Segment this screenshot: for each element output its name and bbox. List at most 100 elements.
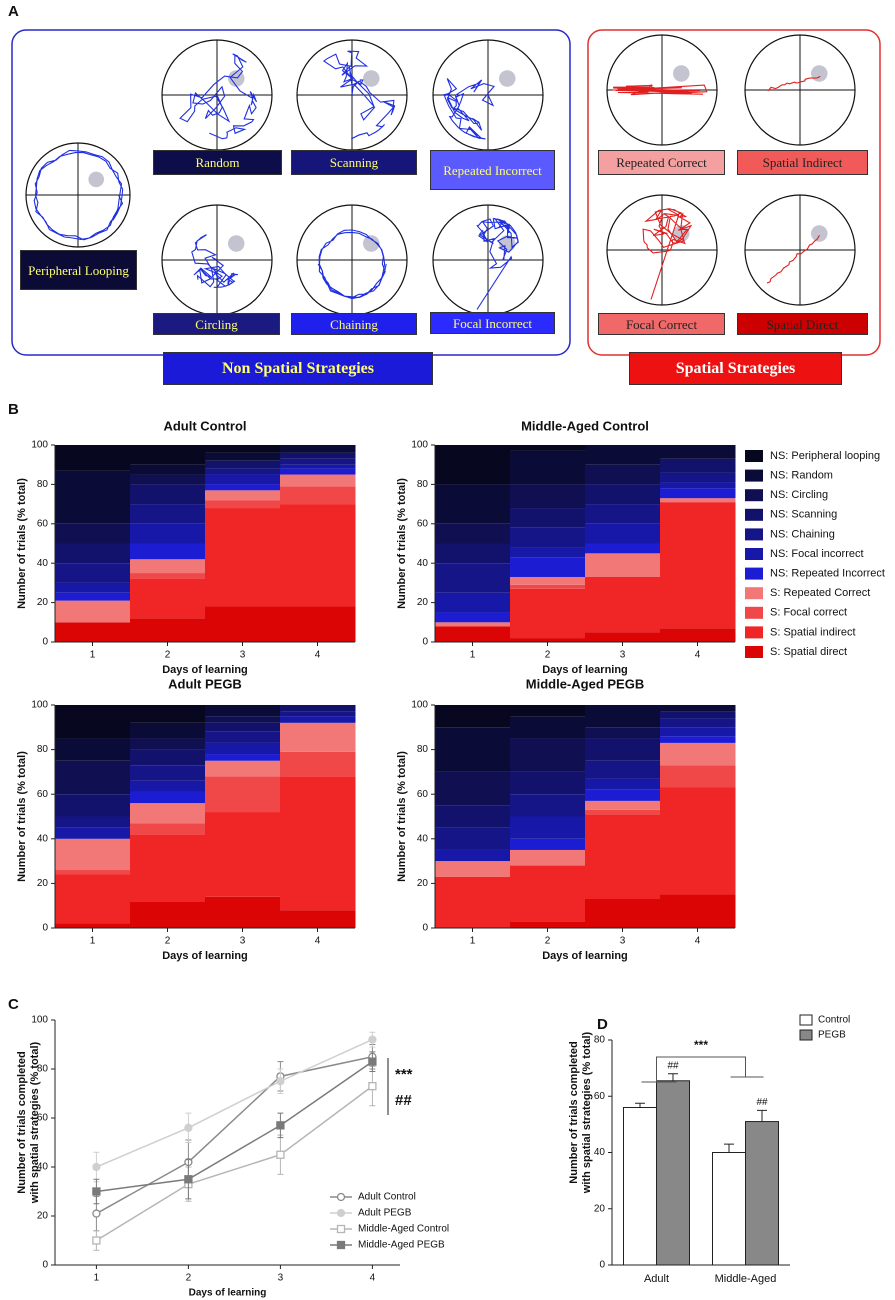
- legend-label: Control: [818, 1015, 850, 1026]
- bar-segment: [280, 716, 356, 723]
- bar-segment: [205, 731, 281, 743]
- platform: [88, 171, 104, 188]
- bar-segment: [435, 445, 511, 485]
- bar-segment: [205, 508, 281, 607]
- trajectory: [642, 208, 693, 300]
- marker: [92, 1162, 101, 1172]
- bar-segment: [585, 800, 661, 810]
- bar-segment: [280, 722, 356, 752]
- bar-segment: [130, 803, 206, 824]
- marker: [276, 1121, 285, 1130]
- x-tick-label: Middle-Aged: [715, 1273, 777, 1285]
- x-tick-label: 1: [94, 1273, 100, 1284]
- strategy-label: Peripheral Looping: [20, 250, 137, 290]
- y-axis-label: with spatial strategies (% total): [29, 1041, 41, 1204]
- y-tick-label: 20: [594, 1203, 606, 1214]
- bar-segment: [130, 705, 206, 723]
- y-tick-label: 0: [422, 637, 428, 648]
- strategy-label: Circling: [153, 313, 280, 335]
- strategy-label: Spatial Direct: [737, 313, 868, 335]
- bar-segment: [55, 600, 131, 623]
- strategy-label: Repeated Correct: [598, 150, 725, 175]
- x-tick-label: 3: [240, 936, 246, 947]
- legend-swatch: [745, 587, 763, 600]
- bar-segment: [280, 776, 356, 911]
- bar-segment: [55, 582, 131, 593]
- x-tick-label: 1: [90, 650, 96, 661]
- marker: [336, 1224, 346, 1234]
- bar-segment: [205, 742, 281, 755]
- x-axis-label: Days of learning: [189, 1288, 267, 1299]
- bar-segment: [510, 484, 586, 509]
- trajectory: [322, 50, 396, 140]
- y-tick-label: 40: [594, 1147, 606, 1158]
- bar-segment: [130, 559, 206, 574]
- bar-segment: [510, 638, 586, 642]
- bar-segment: [660, 498, 736, 503]
- bar-segment: [205, 760, 281, 777]
- y-tick-label: 60: [37, 1113, 49, 1124]
- bar-segment: [585, 543, 661, 554]
- bar-segment: [510, 921, 586, 928]
- bar-segment: [280, 606, 356, 642]
- bar-segment: [435, 612, 511, 623]
- bar-segment: [130, 484, 206, 505]
- legend-label: NS: Random: [770, 470, 833, 482]
- bar-segment: [55, 543, 131, 564]
- legend-swatch: [745, 548, 763, 560]
- y-tick-label: 40: [417, 833, 429, 844]
- bar-segment: [205, 812, 281, 897]
- trajectory: [766, 235, 820, 284]
- bar-segment: [585, 553, 661, 577]
- group-label: Spatial Strategies: [629, 352, 842, 385]
- trajectory: [179, 53, 258, 140]
- strategy-label: Spatial Indirect: [737, 150, 868, 175]
- bar-segment: [205, 452, 281, 461]
- x-tick-label: 4: [695, 936, 701, 947]
- bar-segment: [130, 834, 206, 902]
- bar-segment: [660, 787, 736, 895]
- legend-label: NS: Chaining: [770, 528, 835, 540]
- bar-segment: [660, 502, 736, 629]
- bar-segment: [55, 923, 131, 928]
- bar-segment: [585, 738, 661, 761]
- bar-segment: [130, 523, 206, 544]
- bar: [656, 1080, 690, 1266]
- series-line: [96, 1038, 373, 1168]
- bar-segment: [130, 749, 206, 766]
- bar-segment: [55, 838, 131, 871]
- error-bar: [635, 1102, 645, 1108]
- y-tick-label: 20: [417, 597, 429, 608]
- bar-segment: [660, 727, 736, 737]
- trajectory: [612, 83, 708, 96]
- bar-segment: [280, 486, 356, 505]
- bar-segment: [585, 899, 661, 928]
- bar-segment: [585, 445, 661, 465]
- legend-swatch: [745, 508, 763, 521]
- bar-segment: [205, 705, 281, 717]
- x-tick-label: 2: [186, 1273, 192, 1284]
- bar-segment: [55, 827, 131, 839]
- bar-segment: [585, 705, 661, 728]
- bar-segment: [585, 778, 661, 790]
- y-tick-label: 100: [411, 440, 428, 451]
- x-tick-label: 4: [315, 650, 321, 661]
- bar-segment: [510, 816, 586, 839]
- y-tick-label: 60: [37, 518, 49, 529]
- bar-segment: [435, 805, 511, 828]
- chart-title: Middle-Aged Control: [521, 418, 649, 433]
- bar-segment: [510, 865, 586, 922]
- bar-segment: [660, 488, 736, 499]
- y-axis-label: Number of trials completed: [568, 1041, 580, 1183]
- y-tick-label: 80: [37, 479, 49, 490]
- panel-label: C: [8, 996, 19, 1013]
- bar-segment: [205, 722, 281, 732]
- y-tick-label: 0: [42, 637, 48, 648]
- bar-segment: [55, 738, 131, 761]
- bar-segment: [280, 711, 356, 717]
- legend-label: NS: Circling: [770, 489, 828, 501]
- bar-segment: [130, 738, 206, 750]
- annotation: ##: [395, 1092, 412, 1109]
- bar-segment: [130, 765, 206, 781]
- bar-segment: [55, 622, 131, 642]
